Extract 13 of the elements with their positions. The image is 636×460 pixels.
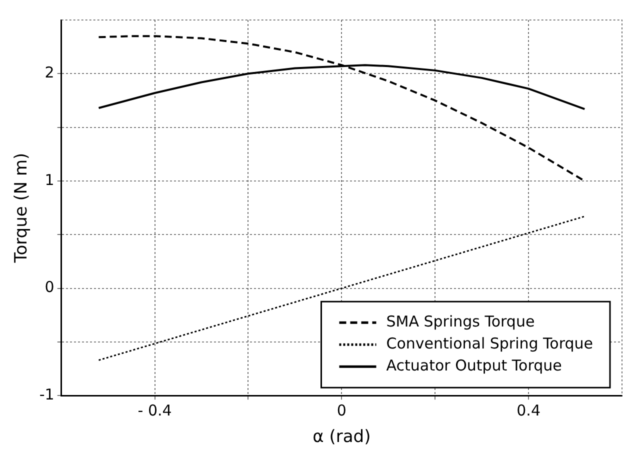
y-tick-label: 2	[44, 64, 54, 82]
x-axis-title: α (rad)	[312, 427, 371, 448]
y-axis-title: Torque (N m)	[12, 152, 32, 264]
x-tick-label: 0.4	[516, 401, 540, 420]
legend-label: SMA Springs Torque	[386, 312, 535, 330]
line-series	[98, 35, 586, 182]
y-tick-label: 0	[44, 278, 54, 296]
legend-label: Conventional Spring Torque	[386, 334, 594, 352]
y-tick-label: 1	[44, 170, 54, 189]
y-tick-label: -1	[39, 385, 54, 404]
legend-label: Actuator Output Torque	[386, 356, 562, 374]
x-tick-label: 0	[336, 401, 346, 420]
x-tick-label: - 0.4	[138, 401, 172, 420]
